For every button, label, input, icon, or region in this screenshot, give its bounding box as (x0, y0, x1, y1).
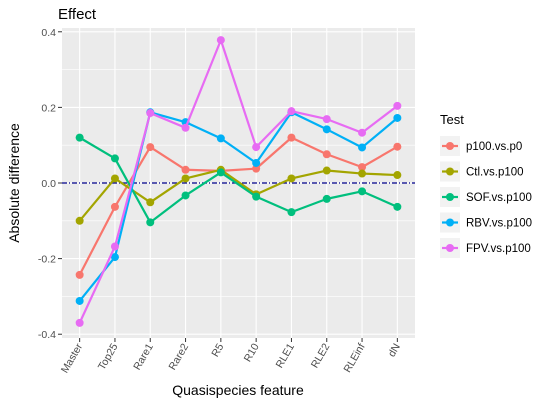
legend-point (446, 142, 454, 150)
legend-title: Test (440, 112, 464, 127)
data-point (287, 133, 296, 142)
legend-label: SOF.vs.p100 (466, 192, 532, 204)
series-line (78, 111, 399, 302)
data-point (252, 192, 261, 201)
data-point (322, 125, 331, 134)
x-tick-label: Top25 (96, 341, 121, 372)
x-tick-label: Master (59, 341, 86, 375)
y-tick-label: 0.0 (41, 178, 56, 190)
data-point (216, 134, 225, 143)
x-axis-title: Quasispecies feature (172, 382, 304, 398)
data-point (181, 123, 190, 132)
y-axis-title: Absolute difference (6, 123, 22, 243)
data-point (146, 109, 155, 118)
legend-label: FPV.vs.p100 (466, 243, 531, 255)
data-point (110, 154, 119, 163)
data-point (252, 143, 261, 152)
legend: Test p100.vs.p0 Ctl.vs.p100 SOF.vs.p100 RBV… (440, 112, 532, 258)
y-tick-label: 0.2 (41, 102, 56, 114)
data-point (110, 242, 119, 251)
data-point (393, 101, 402, 110)
data-point (358, 163, 367, 172)
data-point (322, 194, 331, 203)
chart-title: Effect (58, 6, 97, 23)
data-point (322, 166, 331, 175)
x-tick-label: Rare2 (166, 341, 191, 372)
data-point (393, 142, 402, 151)
data-point (393, 171, 402, 180)
data-point (358, 128, 367, 137)
data-point (287, 208, 296, 217)
data-point (110, 253, 119, 262)
data-point (146, 218, 155, 227)
data-point (75, 318, 84, 327)
legend-item: Ctl.vs.p100 (440, 161, 524, 182)
series-SOF.vs.p100 (75, 133, 402, 227)
legend-label: RBV.vs.p100 (466, 218, 532, 230)
data-point (322, 115, 331, 124)
x-tick-label: RLE1 (274, 341, 298, 370)
legend-item: RBV.vs.p100 (440, 212, 532, 233)
x-tick-label: RLE2 (309, 341, 333, 370)
legend-item: SOF.vs.p100 (440, 187, 532, 207)
data-point (252, 158, 261, 167)
data-point (75, 270, 84, 279)
data-point (75, 216, 84, 225)
legend-label: p100.vs.p0 (466, 141, 522, 153)
legend-label: Ctl.vs.p100 (466, 167, 524, 179)
x-axis: Master Top25 Rare1 Rare2 R5 R10 RLE1 RLE2 RLEinf… (59, 338, 403, 375)
series-line (79, 136, 398, 224)
data-point (216, 36, 225, 45)
y-axis: -0.4 -0.2 0.0 0.2 0.4 (38, 27, 62, 341)
data-point (358, 143, 367, 152)
data-point (181, 174, 190, 183)
x-tick-label: R10 (242, 341, 262, 364)
data-point (181, 191, 190, 200)
data-point (146, 198, 155, 207)
y-tick-label: -0.2 (38, 254, 56, 266)
legend-point (446, 167, 454, 176)
y-tick-label: 0.4 (41, 27, 56, 39)
data-point (75, 133, 84, 142)
data-point (216, 168, 225, 177)
data-point (110, 202, 119, 211)
legend-item: p100.vs.p0 (440, 136, 522, 156)
series-line (78, 38, 399, 324)
x-tick-label: dN (386, 342, 403, 360)
y-tick-label: -0.4 (38, 329, 56, 341)
series-layer (75, 36, 402, 327)
data-point (358, 169, 367, 178)
data-point (75, 296, 84, 305)
data-point (181, 165, 190, 174)
data-point (322, 150, 331, 159)
data-point (110, 174, 119, 183)
x-tick-label: Rare1 (131, 341, 156, 372)
data-point (146, 143, 155, 152)
x-tick-label: R5 (209, 341, 226, 359)
x-tick-label: RLEinf (341, 341, 367, 374)
legend-point (446, 244, 454, 252)
legend-point (446, 218, 454, 227)
legend-item: FPV.vs.p100 (440, 238, 531, 258)
data-point (287, 107, 296, 116)
data-point (358, 187, 367, 196)
data-point (393, 202, 402, 211)
data-point (252, 164, 261, 173)
series-FPV.vs.p100 (75, 36, 402, 327)
legend-point (446, 193, 454, 201)
data-point (287, 174, 296, 183)
data-point (393, 113, 402, 122)
